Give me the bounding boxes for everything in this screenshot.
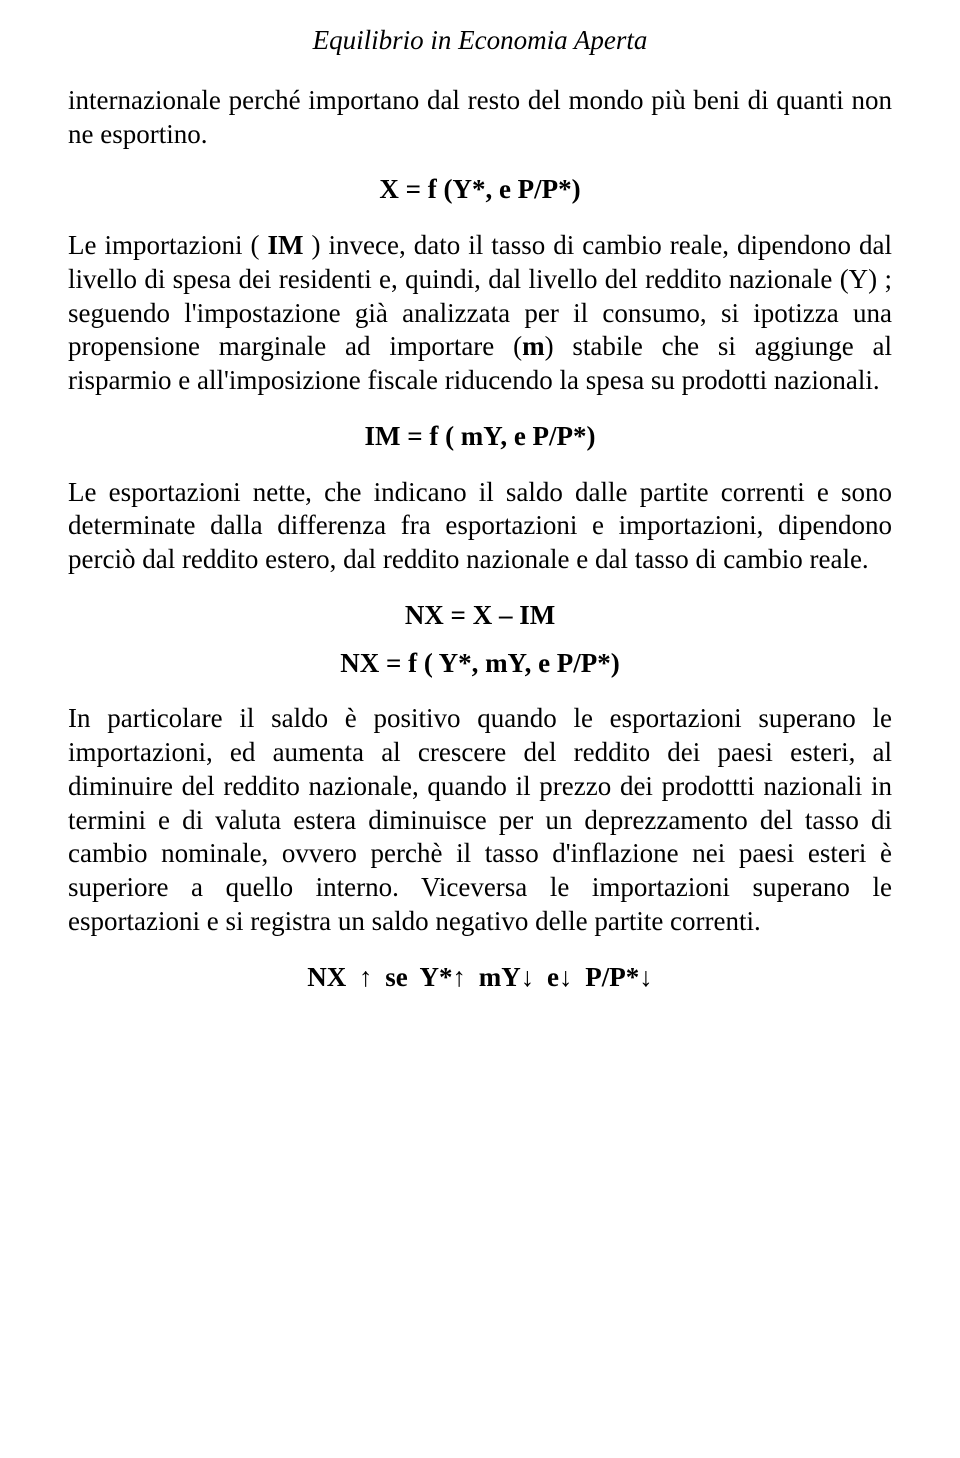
equation-nx-function: NX = f ( Y*, mY, e P/P*) bbox=[68, 647, 892, 681]
paragraph-imports: Le importazioni ( IM ) invece, dato il t… bbox=[68, 229, 892, 398]
paragraph-net-exports: Le esportazioni nette, che indicano il s… bbox=[68, 476, 892, 577]
paragraph-balance: In particolare il saldo è positivo quand… bbox=[68, 702, 892, 938]
symbol-im: IM bbox=[268, 230, 304, 260]
equation-nx-definition: NX = X – IM bbox=[68, 599, 892, 633]
text-run: Le importazioni ( bbox=[68, 230, 268, 260]
comparative-statics: NX ↑ se Y*↑ mY↓ e↓ P/P*↓ bbox=[68, 961, 892, 995]
document-page: Equilibrio in Economia Aperta internazio… bbox=[0, 0, 960, 1458]
symbol-m: m bbox=[522, 331, 545, 361]
equation-exports: X = f (Y*, e P/P*) bbox=[68, 173, 892, 207]
equation-nx-block: NX = X – IM NX = f ( Y*, mY, e P/P*) bbox=[68, 599, 892, 681]
paragraph-intro: internazionale perché importano dal rest… bbox=[68, 84, 892, 152]
page-header: Equilibrio in Economia Aperta bbox=[68, 24, 892, 58]
equation-imports: IM = f ( mY, e P/P*) bbox=[68, 420, 892, 454]
